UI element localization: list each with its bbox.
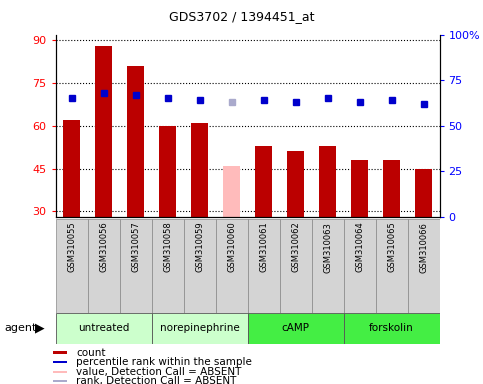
Text: GDS3702 / 1394451_at: GDS3702 / 1394451_at [169, 10, 314, 23]
Bar [223, 166, 241, 217]
Bar [63, 120, 80, 217]
Text: GSM310058: GSM310058 [163, 222, 172, 273]
Bar [343, 313, 440, 344]
Text: ▶: ▶ [35, 322, 44, 335]
Text: agent: agent [5, 323, 37, 333]
Bar [159, 126, 176, 217]
Text: norepinephrine: norepinephrine [160, 323, 240, 333]
Bar [312, 219, 343, 313]
Bar [351, 160, 369, 217]
Text: forskolin: forskolin [369, 323, 414, 333]
Text: GSM310057: GSM310057 [131, 222, 140, 273]
Bar [184, 219, 215, 313]
Bar [376, 219, 408, 313]
Text: rank, Detection Call = ABSENT: rank, Detection Call = ABSENT [76, 376, 236, 384]
Bar [319, 146, 336, 217]
Text: GSM310055: GSM310055 [67, 222, 76, 272]
Text: count: count [76, 348, 105, 358]
Text: GSM310059: GSM310059 [195, 222, 204, 272]
Bar [415, 169, 432, 217]
Text: GSM310061: GSM310061 [259, 222, 268, 273]
Bar [56, 313, 152, 344]
Bar [56, 219, 87, 313]
Bar [127, 66, 144, 217]
Bar [408, 219, 440, 313]
Bar [152, 313, 248, 344]
Bar [53, 380, 67, 382]
Text: GSM310066: GSM310066 [419, 222, 428, 273]
Bar [383, 160, 400, 217]
Text: GSM310063: GSM310063 [323, 222, 332, 273]
Bar [280, 219, 312, 313]
Text: GSM310062: GSM310062 [291, 222, 300, 273]
Bar [95, 46, 113, 217]
Text: GSM310064: GSM310064 [355, 222, 364, 273]
Bar [191, 123, 208, 217]
Bar [120, 219, 152, 313]
Bar [87, 219, 120, 313]
Text: cAMP: cAMP [282, 323, 310, 333]
Bar [287, 151, 304, 217]
Text: value, Detection Call = ABSENT: value, Detection Call = ABSENT [76, 367, 242, 377]
Text: untreated: untreated [78, 323, 129, 333]
Bar [152, 219, 184, 313]
Bar [215, 219, 248, 313]
Text: GSM310065: GSM310065 [387, 222, 396, 273]
Bar [53, 351, 67, 354]
Text: percentile rank within the sample: percentile rank within the sample [76, 357, 252, 367]
Bar [248, 313, 343, 344]
Text: GSM310060: GSM310060 [227, 222, 236, 273]
Bar [343, 219, 376, 313]
Bar [248, 219, 280, 313]
Bar [255, 146, 272, 217]
Text: GSM310056: GSM310056 [99, 222, 108, 273]
Bar [53, 371, 67, 373]
Bar [53, 361, 67, 363]
